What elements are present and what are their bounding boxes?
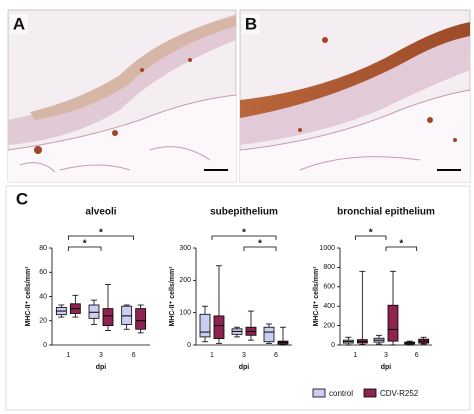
- panel-label: B: [245, 14, 257, 33]
- significance-bracket: [211, 235, 277, 240]
- label-bg: [10, 14, 28, 34]
- y-tick-label: 100: [179, 310, 191, 317]
- box: [135, 308, 147, 330]
- y-tick-label: 40: [39, 293, 47, 300]
- legend-swatch: [363, 388, 377, 398]
- panel-label: C: [16, 189, 28, 208]
- significance-bracket: [385, 246, 418, 251]
- y-axis-label: MHC-II⁺ cells/mm²: [169, 266, 176, 327]
- x-tick-label: 6: [415, 352, 419, 359]
- y-tick-label: 60: [39, 269, 47, 276]
- panel-frame: [5, 185, 471, 411]
- y-tick-label: 0: [43, 342, 47, 349]
- y-tick-label: 0: [331, 342, 335, 349]
- significance-bracket: [354, 235, 387, 240]
- legend-label: control: [329, 389, 353, 398]
- significance-label: *: [83, 239, 87, 250]
- box: [199, 313, 211, 338]
- label-bg: [242, 14, 260, 34]
- significance-label: *: [242, 228, 246, 239]
- y-tick-label: 200: [179, 277, 191, 284]
- x-tick-label: 3: [384, 352, 388, 359]
- box: [102, 308, 114, 327]
- y-tick-label: 20: [39, 318, 47, 325]
- significance-bracket: [67, 235, 135, 240]
- significance-label: *: [369, 228, 373, 239]
- chart-title: subepithelium: [210, 207, 278, 218]
- box: [387, 304, 399, 342]
- significance-label: *: [258, 239, 262, 250]
- x-axis-label: dpi: [96, 364, 107, 371]
- x-tick-label: 3: [99, 352, 103, 359]
- x-tick-label: 1: [353, 352, 357, 359]
- box: [263, 326, 275, 343]
- y-tick-label: 400: [323, 303, 335, 310]
- chart-title: bronchial epithelium: [337, 207, 435, 218]
- x-tick-label: 1: [66, 352, 70, 359]
- x-tick-label: 1: [210, 352, 214, 359]
- significance-label: *: [399, 239, 403, 250]
- significance-bracket: [67, 246, 102, 251]
- legend-swatch: [312, 388, 326, 398]
- micrograph-b: [239, 9, 471, 183]
- y-tick-label: 200: [323, 322, 335, 329]
- y-tick-label: 800: [323, 264, 335, 271]
- x-tick-label: 6: [132, 352, 136, 359]
- y-tick-label: 300: [179, 245, 191, 252]
- box: [121, 305, 133, 325]
- significance-label: *: [99, 228, 103, 239]
- x-axis-label: dpi: [239, 364, 250, 371]
- y-axis-label: MHC-II⁺ cells/mm²: [313, 266, 320, 327]
- legend-label: CDV-R252: [380, 389, 419, 398]
- x-tick-label: 6: [274, 352, 278, 359]
- y-axis-label: MHC-II⁺ cells/mm²: [25, 266, 32, 327]
- significance-bracket: [243, 246, 277, 251]
- x-axis-label: dpi: [381, 364, 392, 371]
- x-tick-label: 3: [242, 352, 246, 359]
- box: [88, 304, 100, 319]
- y-tick-label: 600: [323, 284, 335, 291]
- chart-title: alveoli: [85, 207, 116, 218]
- panel-label: A: [13, 14, 25, 33]
- y-tick-label: 80: [39, 245, 47, 252]
- box: [213, 315, 225, 339]
- y-tick-label: 1000: [319, 245, 335, 252]
- micrograph-a: [7, 9, 237, 183]
- y-tick-label: 0: [187, 342, 191, 349]
